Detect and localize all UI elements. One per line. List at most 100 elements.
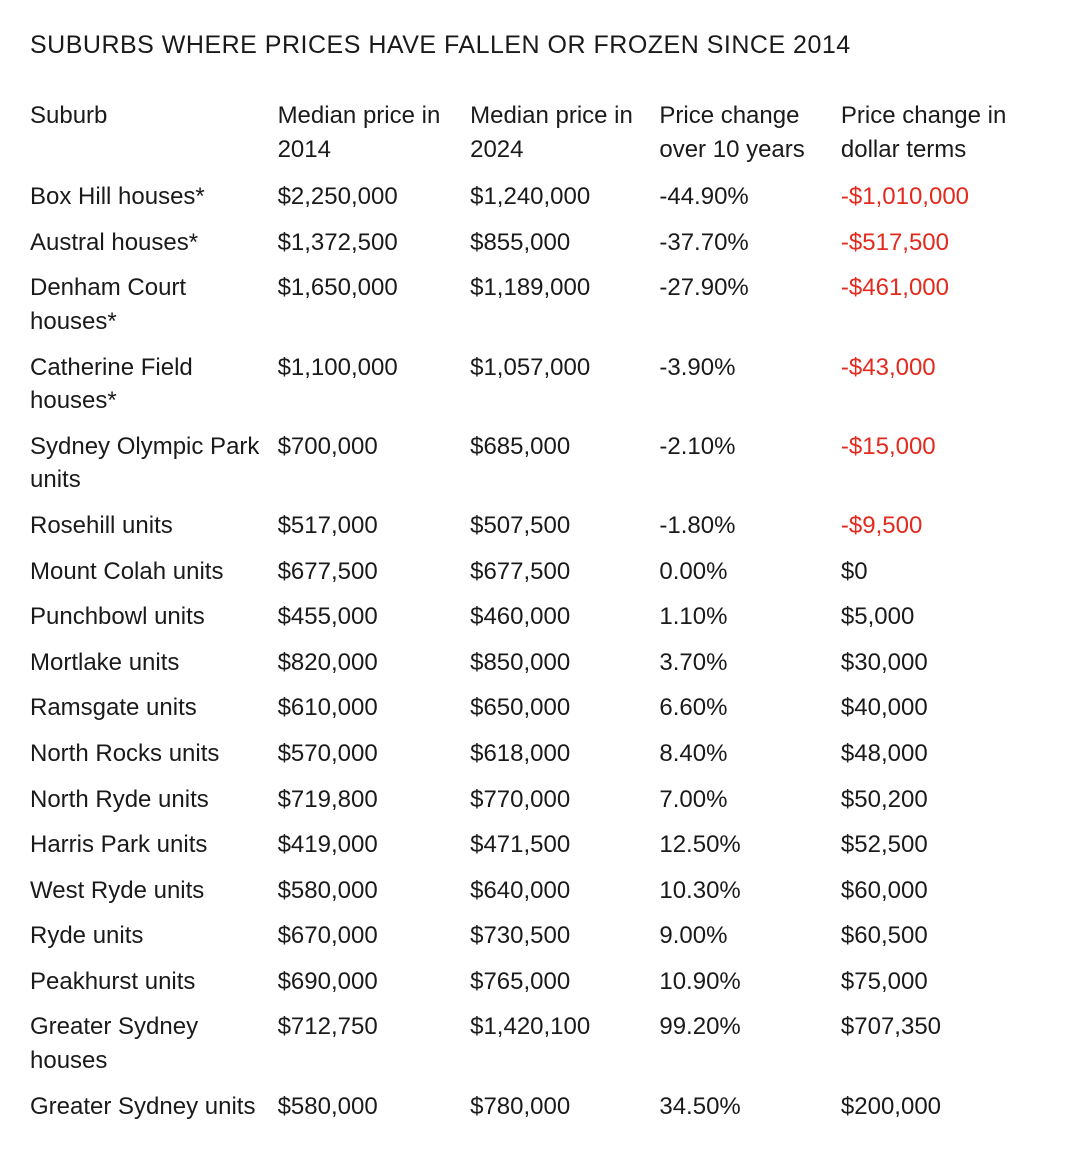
cell-suburb: Denham Court houses* [30, 265, 278, 344]
cell-suburb: Harris Park units [30, 822, 278, 868]
cell-dollar-change: -$15,000 [841, 424, 1050, 503]
cell-pct-change: 10.30% [659, 868, 841, 914]
price-table: Suburb Median price in 2014 Median price… [30, 99, 1050, 1129]
cell-price-2024: $1,240,000 [470, 174, 659, 220]
cell-price-2024: $730,500 [470, 913, 659, 959]
cell-price-2014: $1,372,500 [278, 220, 471, 266]
table-row: Mount Colah units$677,500$677,5000.00%$0 [30, 549, 1050, 595]
cell-suburb: Mount Colah units [30, 549, 278, 595]
cell-dollar-change: -$43,000 [841, 345, 1050, 424]
cell-price-2014: $712,750 [278, 1004, 471, 1083]
cell-dollar-change: $0 [841, 549, 1050, 595]
cell-dollar-change: -$461,000 [841, 265, 1050, 344]
table-row: Catherine Field houses*$1,100,000$1,057,… [30, 345, 1050, 424]
cell-dollar-change: -$1,010,000 [841, 174, 1050, 220]
cell-pct-change: 3.70% [659, 640, 841, 686]
cell-pct-change: 12.50% [659, 822, 841, 868]
cell-pct-change: 9.00% [659, 913, 841, 959]
cell-price-2024: $855,000 [470, 220, 659, 266]
col-header-2014: Median price in 2014 [278, 99, 471, 174]
cell-pct-change: 10.90% [659, 959, 841, 1005]
cell-suburb: Peakhurst units [30, 959, 278, 1005]
cell-pct-change: -2.10% [659, 424, 841, 503]
cell-dollar-change: $30,000 [841, 640, 1050, 686]
cell-price-2014: $700,000 [278, 424, 471, 503]
cell-suburb: Sydney Olympic Park units [30, 424, 278, 503]
cell-price-2024: $850,000 [470, 640, 659, 686]
cell-suburb: Ryde units [30, 913, 278, 959]
cell-dollar-change: $40,000 [841, 685, 1050, 731]
table-row: North Ryde units$719,800$770,0007.00%$50… [30, 777, 1050, 823]
table-row: Denham Court houses*$1,650,000$1,189,000… [30, 265, 1050, 344]
cell-dollar-change: $5,000 [841, 594, 1050, 640]
table-row: Ryde units$670,000$730,5009.00%$60,500 [30, 913, 1050, 959]
table-row: West Ryde units$580,000$640,00010.30%$60… [30, 868, 1050, 914]
cell-suburb: Catherine Field houses* [30, 345, 278, 424]
cell-suburb: Greater Sydney houses [30, 1004, 278, 1083]
cell-price-2014: $670,000 [278, 913, 471, 959]
cell-price-2014: $820,000 [278, 640, 471, 686]
cell-pct-change: 34.50% [659, 1084, 841, 1130]
cell-pct-change: -1.80% [659, 503, 841, 549]
table-row: Greater Sydney units$580,000$780,00034.5… [30, 1084, 1050, 1130]
cell-dollar-change: $200,000 [841, 1084, 1050, 1130]
table-row: Peakhurst units$690,000$765,00010.90%$75… [30, 959, 1050, 1005]
table-row: Austral houses*$1,372,500$855,000-37.70%… [30, 220, 1050, 266]
table-row: Sydney Olympic Park units$700,000$685,00… [30, 424, 1050, 503]
table-row: Harris Park units$419,000$471,50012.50%$… [30, 822, 1050, 868]
table-row: Rosehill units$517,000$507,500-1.80%-$9,… [30, 503, 1050, 549]
cell-suburb: West Ryde units [30, 868, 278, 914]
cell-price-2014: $1,100,000 [278, 345, 471, 424]
cell-pct-change: 8.40% [659, 731, 841, 777]
cell-dollar-change: $60,000 [841, 868, 1050, 914]
cell-pct-change: -37.70% [659, 220, 841, 266]
cell-price-2024: $618,000 [470, 731, 659, 777]
cell-price-2014: $2,250,000 [278, 174, 471, 220]
cell-dollar-change: -$517,500 [841, 220, 1050, 266]
table-row: North Rocks units$570,000$618,0008.40%$4… [30, 731, 1050, 777]
cell-price-2024: $1,057,000 [470, 345, 659, 424]
col-header-2024: Median price in 2024 [470, 99, 659, 174]
cell-pct-change: -3.90% [659, 345, 841, 424]
cell-price-2024: $460,000 [470, 594, 659, 640]
cell-dollar-change: $707,350 [841, 1004, 1050, 1083]
cell-price-2014: $580,000 [278, 1084, 471, 1130]
cell-price-2024: $780,000 [470, 1084, 659, 1130]
cell-suburb: Austral houses* [30, 220, 278, 266]
cell-price-2014: $455,000 [278, 594, 471, 640]
col-header-suburb: Suburb [30, 99, 278, 174]
cell-price-2024: $507,500 [470, 503, 659, 549]
cell-price-2024: $677,500 [470, 549, 659, 595]
table-row: Ramsgate units$610,000$650,0006.60%$40,0… [30, 685, 1050, 731]
table-header: Suburb Median price in 2014 Median price… [30, 99, 1050, 174]
cell-dollar-change: $48,000 [841, 731, 1050, 777]
cell-price-2024: $765,000 [470, 959, 659, 1005]
cell-suburb: North Ryde units [30, 777, 278, 823]
cell-suburb: Box Hill houses* [30, 174, 278, 220]
cell-pct-change: 99.20% [659, 1004, 841, 1083]
cell-suburb: Ramsgate units [30, 685, 278, 731]
cell-dollar-change: $52,500 [841, 822, 1050, 868]
cell-price-2014: $610,000 [278, 685, 471, 731]
cell-pct-change: 1.10% [659, 594, 841, 640]
cell-price-2014: $517,000 [278, 503, 471, 549]
page-title: SUBURBS WHERE PRICES HAVE FALLEN OR FROZ… [30, 28, 1050, 63]
table-row: Mortlake units$820,000$850,0003.70%$30,0… [30, 640, 1050, 686]
cell-price-2014: $570,000 [278, 731, 471, 777]
cell-price-2014: $719,800 [278, 777, 471, 823]
cell-price-2024: $471,500 [470, 822, 659, 868]
cell-dollar-change: $60,500 [841, 913, 1050, 959]
col-header-pct: Price change over 10 years [659, 99, 841, 174]
table-row: Greater Sydney houses$712,750$1,420,1009… [30, 1004, 1050, 1083]
cell-price-2014: $419,000 [278, 822, 471, 868]
cell-pct-change: 7.00% [659, 777, 841, 823]
cell-price-2014: $1,650,000 [278, 265, 471, 344]
cell-price-2024: $770,000 [470, 777, 659, 823]
table-body: Box Hill houses*$2,250,000$1,240,000-44.… [30, 174, 1050, 1129]
cell-pct-change: -27.90% [659, 265, 841, 344]
cell-price-2014: $677,500 [278, 549, 471, 595]
cell-price-2024: $685,000 [470, 424, 659, 503]
col-header-dollar: Price change in dollar terms [841, 99, 1050, 174]
cell-price-2014: $580,000 [278, 868, 471, 914]
table-row: Box Hill houses*$2,250,000$1,240,000-44.… [30, 174, 1050, 220]
